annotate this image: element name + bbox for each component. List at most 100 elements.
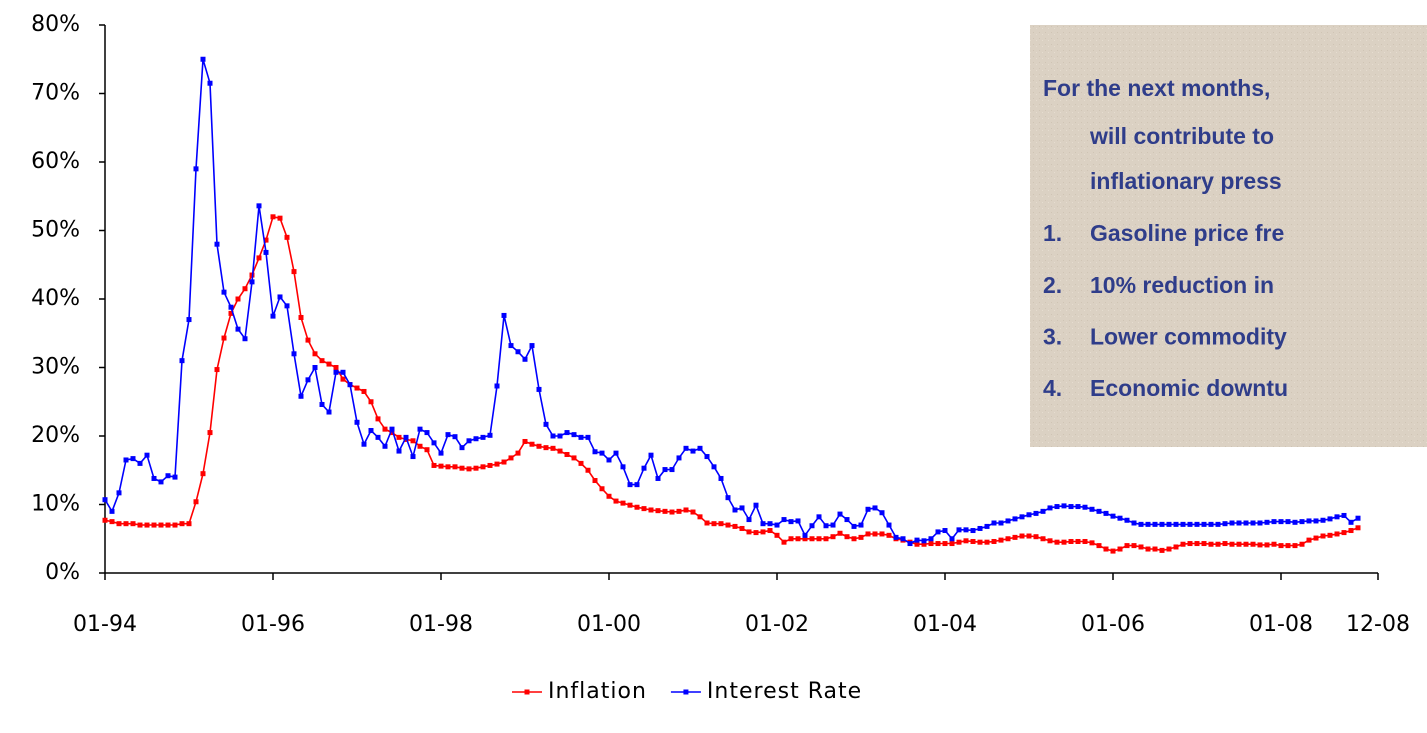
legend-label: Interest Rate bbox=[707, 679, 862, 704]
point bbox=[585, 434, 591, 440]
point bbox=[606, 493, 612, 499]
point bbox=[1054, 504, 1060, 510]
point bbox=[1222, 541, 1228, 547]
x-tick-label: 12-08 bbox=[1346, 612, 1410, 637]
point bbox=[627, 502, 633, 508]
point bbox=[1180, 521, 1186, 527]
point bbox=[1264, 542, 1270, 548]
point bbox=[956, 539, 962, 545]
point bbox=[648, 452, 654, 458]
point bbox=[480, 434, 486, 440]
point bbox=[305, 377, 311, 383]
point bbox=[578, 434, 584, 440]
point bbox=[760, 529, 766, 535]
point bbox=[613, 450, 619, 456]
point bbox=[718, 521, 724, 527]
point bbox=[928, 536, 934, 542]
point bbox=[795, 518, 801, 524]
point bbox=[1327, 532, 1333, 538]
point bbox=[942, 528, 948, 534]
point bbox=[137, 522, 143, 528]
point bbox=[865, 531, 871, 537]
point bbox=[1257, 542, 1263, 548]
point bbox=[655, 475, 661, 481]
point bbox=[228, 310, 234, 316]
point bbox=[1068, 504, 1074, 510]
point bbox=[914, 541, 920, 547]
point bbox=[683, 445, 689, 451]
point bbox=[788, 536, 794, 542]
point bbox=[900, 536, 906, 542]
point bbox=[1145, 521, 1151, 527]
point bbox=[739, 505, 745, 511]
point bbox=[648, 507, 654, 513]
point bbox=[781, 517, 787, 523]
point bbox=[1033, 510, 1039, 516]
point bbox=[921, 541, 927, 547]
point bbox=[858, 534, 864, 540]
point bbox=[1068, 538, 1074, 544]
point bbox=[1159, 521, 1165, 527]
point bbox=[704, 454, 710, 460]
point bbox=[613, 498, 619, 504]
point bbox=[172, 522, 178, 528]
note-line: For the next months, bbox=[1043, 75, 1270, 101]
point bbox=[697, 514, 703, 520]
point bbox=[634, 482, 640, 488]
point bbox=[1194, 521, 1200, 527]
note-item: Lower commodity bbox=[1090, 323, 1287, 349]
point bbox=[1320, 533, 1326, 539]
point bbox=[1208, 541, 1214, 547]
point bbox=[277, 215, 283, 221]
point bbox=[1278, 543, 1284, 549]
point bbox=[732, 507, 738, 513]
point bbox=[1047, 505, 1053, 511]
point bbox=[1201, 521, 1207, 527]
point bbox=[746, 517, 752, 523]
point bbox=[459, 465, 465, 471]
point bbox=[214, 367, 220, 373]
point bbox=[844, 534, 850, 540]
point bbox=[1138, 521, 1144, 527]
point bbox=[592, 449, 598, 455]
point bbox=[333, 365, 339, 370]
y-tick-label: 70% bbox=[31, 81, 80, 106]
point bbox=[907, 541, 913, 547]
point bbox=[1082, 538, 1088, 544]
point bbox=[1173, 521, 1179, 527]
x-tick-label: 01-00 bbox=[577, 612, 641, 637]
point bbox=[382, 426, 388, 432]
point bbox=[760, 521, 766, 527]
point bbox=[571, 455, 577, 461]
point bbox=[333, 369, 339, 375]
point bbox=[445, 464, 451, 470]
point bbox=[879, 531, 885, 537]
point bbox=[144, 452, 150, 458]
point bbox=[291, 269, 297, 275]
point bbox=[375, 416, 381, 422]
point bbox=[263, 237, 269, 243]
note-number: 4. bbox=[1043, 375, 1062, 401]
point bbox=[830, 522, 836, 528]
point bbox=[627, 482, 633, 488]
point bbox=[102, 517, 108, 523]
point bbox=[1264, 519, 1270, 525]
point bbox=[697, 445, 703, 451]
point bbox=[368, 428, 374, 434]
x-tick-label: 01-04 bbox=[913, 612, 977, 637]
legend-label: Inflation bbox=[548, 679, 647, 704]
point bbox=[186, 521, 192, 527]
point bbox=[578, 460, 584, 466]
point bbox=[725, 495, 731, 501]
point bbox=[1117, 546, 1123, 552]
point bbox=[1341, 530, 1347, 536]
point bbox=[1187, 521, 1193, 527]
point bbox=[1152, 521, 1158, 527]
point bbox=[1005, 536, 1011, 542]
point bbox=[459, 445, 465, 451]
point bbox=[417, 443, 423, 449]
point bbox=[1166, 546, 1172, 552]
point bbox=[508, 455, 514, 461]
note-line: inflationary press bbox=[1090, 168, 1282, 194]
